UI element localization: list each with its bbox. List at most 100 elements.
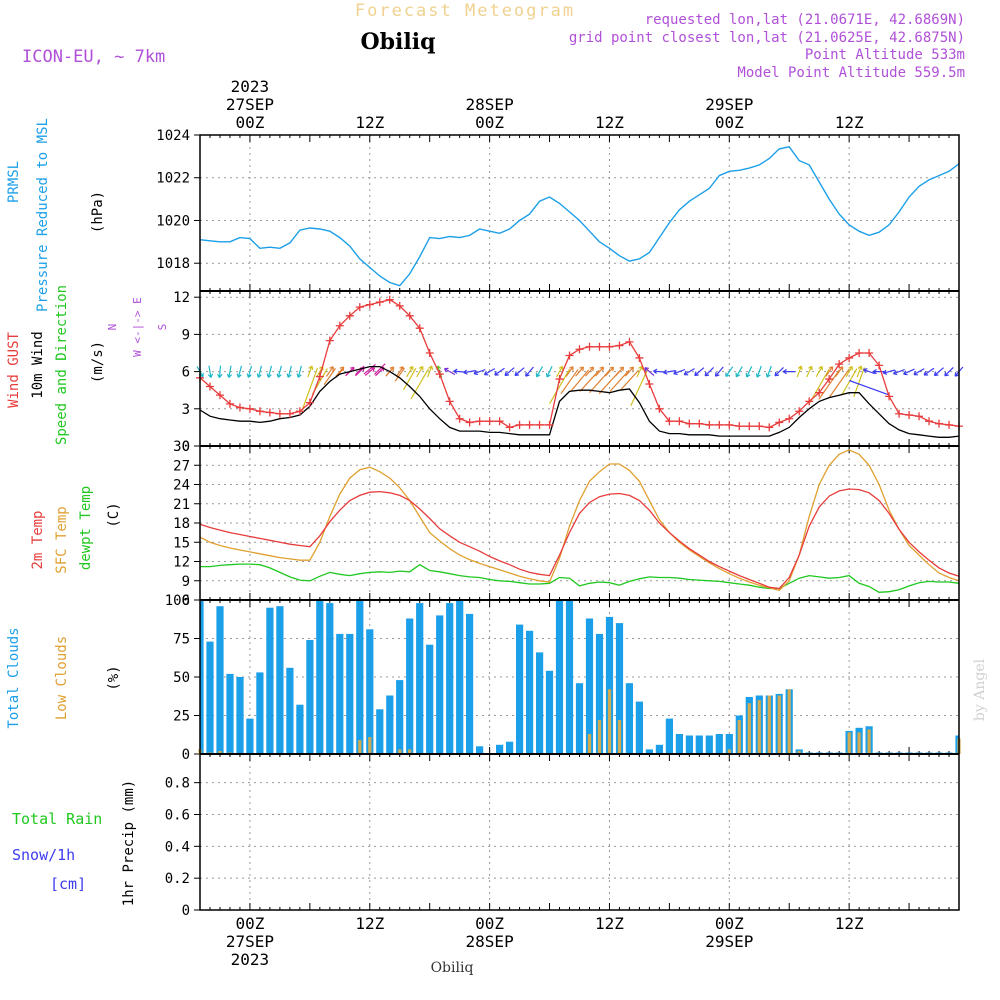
total-cloud-bar	[200, 600, 204, 754]
wind-arrow	[427, 365, 434, 378]
total-cloud-bar	[316, 600, 324, 754]
gust-marker	[885, 392, 894, 401]
point-altitude: Point Altitude 533m	[805, 47, 965, 63]
wind-hatch	[829, 369, 850, 398]
gust-marker	[225, 399, 234, 408]
dew-label: dewpt Temp	[78, 486, 94, 570]
total-cloud-bar	[406, 618, 414, 754]
wind-hatch	[849, 379, 890, 396]
compass-south: S	[156, 324, 169, 331]
pressure-label-short: PRMSL	[6, 161, 22, 203]
total-cloud-bar	[426, 644, 434, 754]
top-time-label: 00Z	[475, 113, 504, 132]
precip-grid	[199, 754, 960, 910]
wind-hatch	[569, 369, 590, 393]
wind-unit: (m/s)	[90, 341, 106, 383]
gust-marker	[795, 407, 804, 416]
clouds-unit: (%)	[106, 665, 122, 690]
cloud-bars	[198, 600, 961, 754]
total-cloud-bar	[635, 701, 643, 754]
y-tick-label: 100	[165, 593, 190, 609]
wind-hatch	[301, 367, 319, 411]
y-tick-label: 0.2	[165, 871, 190, 887]
gust-marker	[375, 298, 384, 307]
wind-arrow	[514, 367, 525, 377]
bottom-time-label: 00Z	[235, 914, 264, 933]
gust-marker	[615, 341, 624, 350]
gust-marker	[305, 398, 314, 407]
wind-arrow	[246, 365, 253, 378]
y-tick-label: 75	[173, 632, 190, 648]
total-cloud-bar	[436, 615, 444, 754]
gust-marker	[475, 417, 484, 426]
gust-marker	[455, 414, 464, 423]
pressure-label-long: Pressure Reduced to MSL	[35, 118, 51, 312]
top-time-label: 29SEP	[705, 95, 753, 114]
wind-arrow	[765, 365, 772, 378]
wind-arrow	[286, 365, 292, 378]
gust-marker	[505, 423, 514, 432]
gust-marker	[295, 407, 304, 416]
total-cloud-bar	[605, 616, 614, 754]
gust-marker	[575, 345, 584, 354]
total-cloud-bar	[725, 734, 733, 754]
compass-north: N	[106, 324, 119, 331]
low-cloud-bar	[617, 720, 622, 754]
low-cloud-bar	[408, 749, 412, 754]
wind-arrow	[236, 365, 243, 378]
total-cloud-bar	[685, 735, 693, 754]
total-cloud-bar	[296, 704, 304, 754]
y-tick-label: 15	[173, 535, 190, 551]
wind-arrow	[463, 369, 476, 375]
gust-marker	[875, 361, 884, 370]
temperature-grid	[199, 446, 960, 600]
y-tick-label: 6	[182, 593, 190, 609]
t2m-label: 2m Temp	[30, 510, 46, 569]
wind-hatch	[853, 367, 865, 397]
y-tick-label: 9	[182, 327, 190, 343]
total-cloud-bar	[555, 600, 564, 754]
top-time-label: 28SEP	[466, 95, 514, 114]
wind-arrow	[266, 365, 273, 378]
wind-arrow	[806, 365, 813, 378]
top-time-label: 12Z	[595, 113, 624, 132]
gust-marker	[515, 420, 524, 429]
y-tick-label: 1020	[156, 213, 190, 229]
gust-marker	[585, 342, 594, 351]
pressure-line	[199, 146, 960, 287]
total-cloud-bar	[356, 600, 364, 754]
wind-arrow	[903, 368, 915, 376]
total-cloud-bar	[595, 633, 604, 754]
snow-unit: [cm]	[50, 875, 86, 893]
gust-marker	[285, 409, 294, 418]
total-cloud-bar	[496, 744, 504, 754]
total-cloud-bar	[615, 623, 624, 754]
wind-arrow	[845, 365, 853, 378]
sfc-label: SFC Temp	[54, 506, 70, 573]
y-tick-label: 1024	[156, 128, 190, 144]
gust-marker	[925, 417, 934, 426]
wind-direction-arrows	[196, 365, 964, 378]
wind-arrow	[614, 366, 625, 377]
gust-marker	[905, 411, 914, 419]
y-tick-label: 12	[173, 555, 190, 571]
gust-marker	[315, 372, 324, 381]
total-cloud-bar	[206, 641, 214, 754]
gust-marker	[445, 397, 454, 406]
gust-marker	[685, 419, 694, 428]
grid-point-coords: grid point closest lon,lat (21.0625E, 42…	[569, 30, 965, 46]
wind-arrow	[604, 366, 615, 377]
y-tick-label: 27	[173, 458, 190, 474]
temp-unit: (C)	[106, 502, 122, 527]
bottom-time-label: 27SEP	[226, 932, 274, 951]
gust-marker	[365, 300, 374, 309]
total-cloud-bar	[326, 603, 334, 754]
gust-marker	[935, 419, 944, 428]
total-rain-label: Total Rain	[12, 810, 102, 828]
gust-marker	[395, 301, 404, 310]
total-cloud-bar	[476, 746, 484, 754]
total-cloud-bar	[366, 629, 374, 754]
